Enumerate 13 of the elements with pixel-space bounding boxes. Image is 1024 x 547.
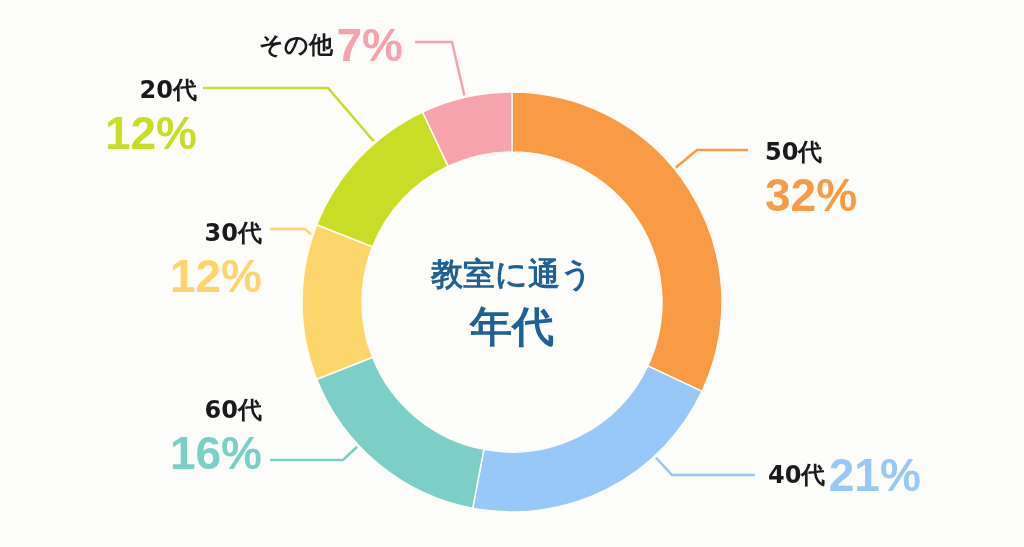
slice-label: 50代 (765, 138, 823, 166)
data-label: 7% (336, 19, 403, 71)
data-label: 32% (765, 169, 858, 221)
data-label: 12% (104, 107, 197, 159)
data-label: 12% (169, 250, 262, 302)
data-label: 21% (828, 449, 921, 501)
data-label: 16% (169, 427, 262, 479)
slice-label: 40代 (768, 461, 826, 489)
slice-label: 60代 (204, 396, 262, 424)
slice-label: 30代 (204, 219, 262, 247)
slice-label: 20代 (139, 76, 197, 104)
slice-label: その他 (259, 31, 335, 59)
text: 教室に通う年代 (430, 255, 593, 351)
